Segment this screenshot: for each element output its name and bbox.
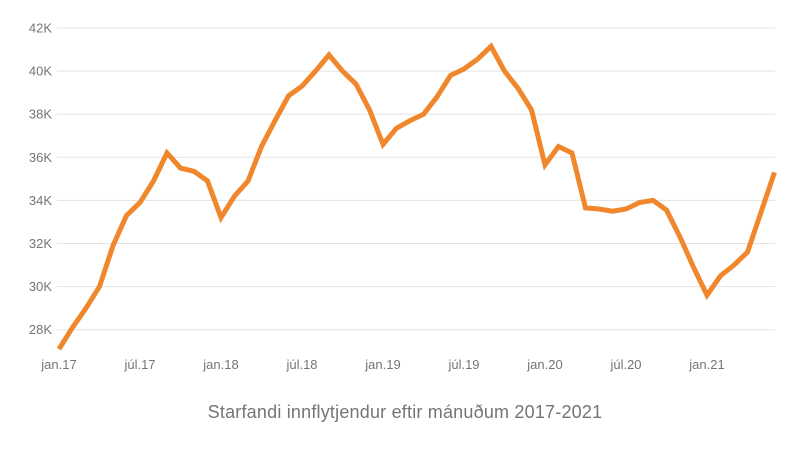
x-axis-tick-label: júl.17 xyxy=(123,357,155,372)
y-axis-tick-label: 40K xyxy=(29,64,52,79)
x-axis-tick-label: júl.18 xyxy=(285,357,317,372)
y-axis-tick-label: 28K xyxy=(29,322,52,337)
x-axis-tick-label: jan.21 xyxy=(688,357,724,372)
x-axis-tick-label: júl.19 xyxy=(447,357,479,372)
y-axis-tick-label: 30K xyxy=(29,279,52,294)
x-axis-tick-label: jan.19 xyxy=(364,357,400,372)
x-axis-tick-label: júl.20 xyxy=(609,357,641,372)
y-axis-tick-label: 32K xyxy=(29,236,52,251)
data-series-line xyxy=(56,42,777,351)
x-axis-tick-label: jan.20 xyxy=(526,357,562,372)
chart-title: Starfandi innflytjendur eftir mánuðum 20… xyxy=(207,402,603,422)
y-axis-tick-label: 38K xyxy=(29,107,52,122)
y-axis-tick-label: 42K xyxy=(29,21,52,36)
y-axis-tick-label: 34K xyxy=(29,193,52,208)
x-axis-tick-label: jan.18 xyxy=(202,357,238,372)
y-axis-tick-label: 36K xyxy=(29,150,52,165)
x-axis-tick-label: jan.17 xyxy=(40,357,76,372)
